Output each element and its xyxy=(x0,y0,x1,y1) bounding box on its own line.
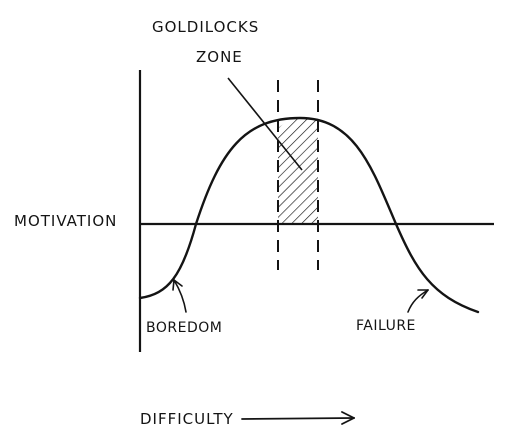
x-axis-label: DIFFICULTY xyxy=(140,410,234,428)
goldilocks-zone-hatch xyxy=(278,117,318,224)
motivation-curve xyxy=(138,116,480,314)
failure-arrow xyxy=(407,289,429,313)
difficulty-arrow xyxy=(241,411,355,425)
zone-label-line2: ZONE xyxy=(196,48,243,66)
zone-pointer-line xyxy=(227,77,303,171)
failure-label: FAILURE xyxy=(356,318,416,334)
boredom-arrow xyxy=(172,279,187,313)
boredom-label: BOREDOM xyxy=(146,320,222,336)
y-axis-label: MOTIVATION xyxy=(14,212,117,230)
zone-label-line1: GOLDILOCKS xyxy=(152,18,259,36)
